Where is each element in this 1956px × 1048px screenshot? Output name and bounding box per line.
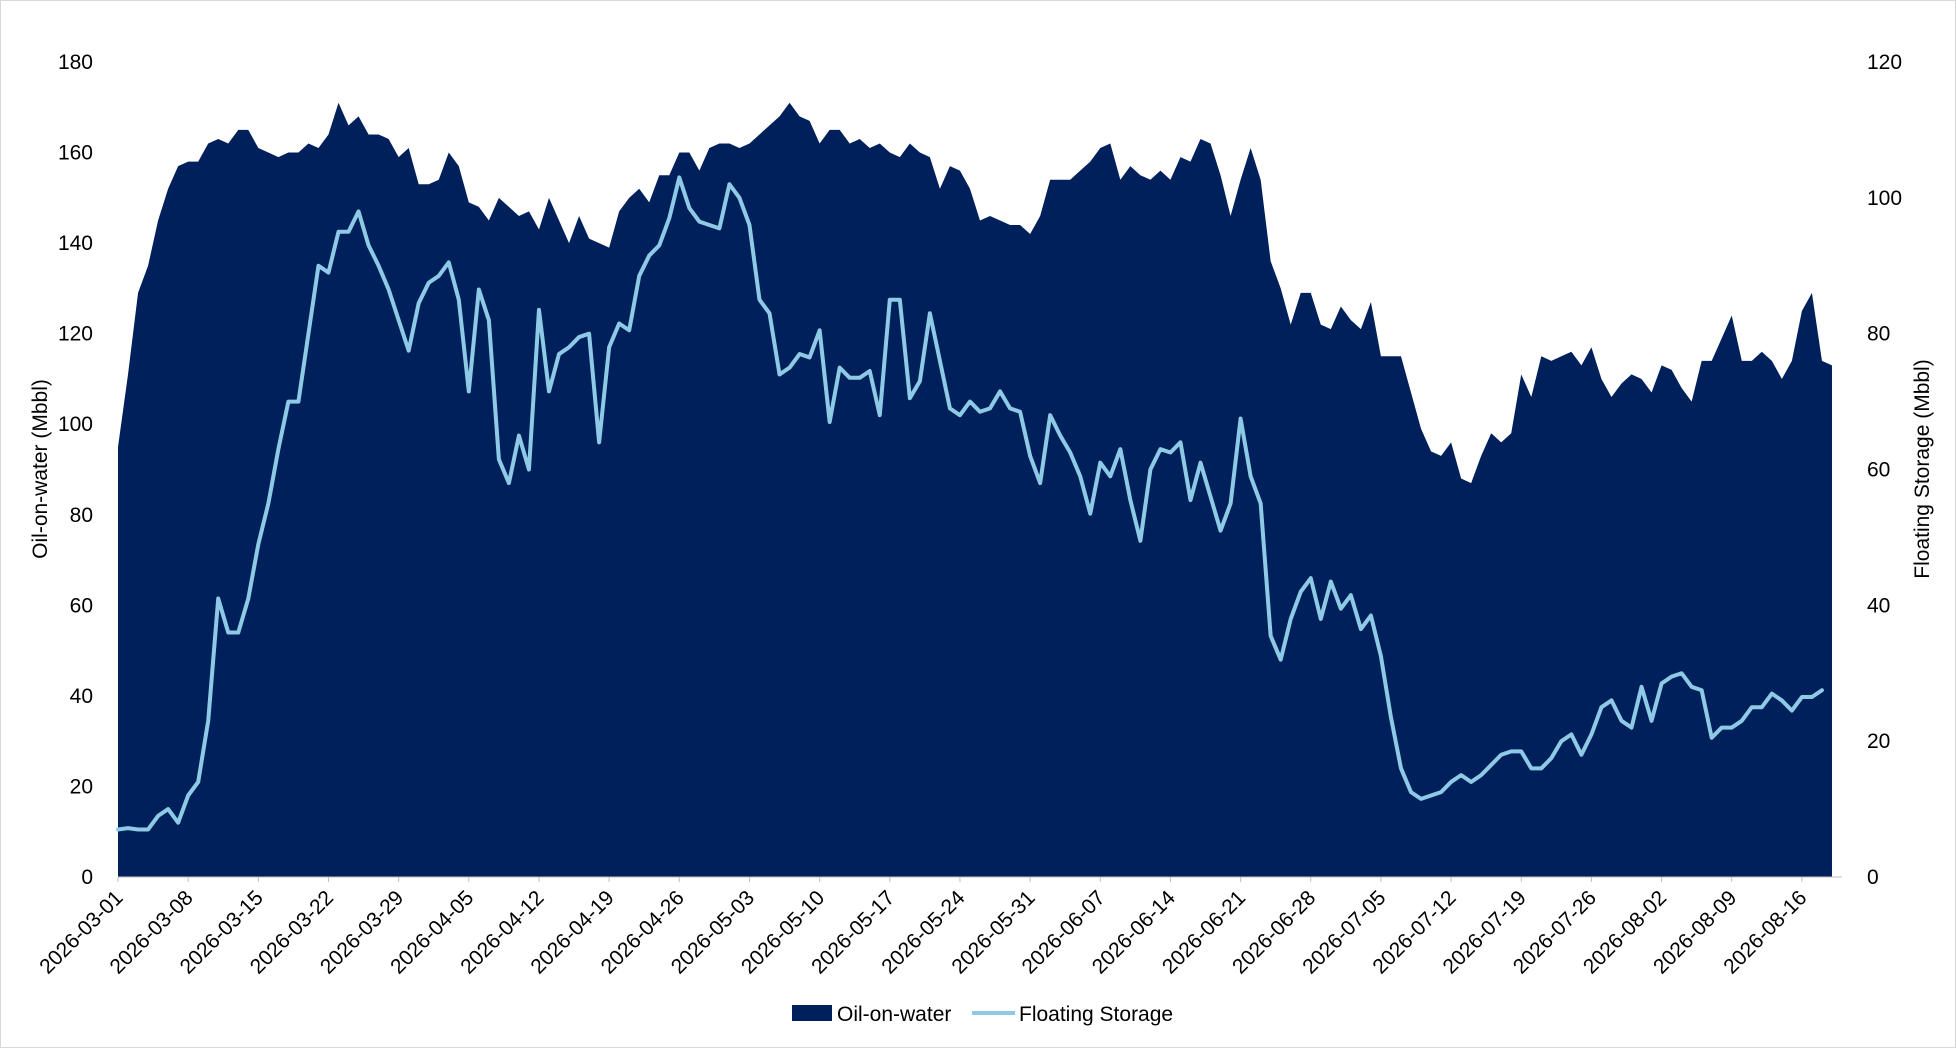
series-line-floating-storage xyxy=(116,175,1824,832)
y-axis-right-tick-label: 0 xyxy=(1867,866,1879,889)
y-axis-left-title: Oil-on-water (Mbbl) xyxy=(29,379,52,559)
y-axis-right-tick-label: 100 xyxy=(1867,187,1902,210)
y-axis-left-tick-label: 40 xyxy=(70,685,93,708)
y-axis-right-title: Floating Storage (Mbbl) xyxy=(1911,359,1934,578)
series-area-oil-on-water xyxy=(118,102,1832,877)
legend-label-floating-storage: Floating Storage xyxy=(1019,1003,1173,1026)
y-axis-right-tick-label: 120 xyxy=(1867,51,1902,74)
legend-label-oil-on-water: Oil-on-water xyxy=(837,1003,951,1026)
y-axis-left-tick-label: 140 xyxy=(58,232,93,255)
y-axis-left-tick-label: 160 xyxy=(58,142,93,165)
y-axis-right-tick-label: 80 xyxy=(1867,323,1890,346)
y-axis-right-tick-label: 60 xyxy=(1867,459,1890,482)
y-axis-left-tick-label: 80 xyxy=(70,504,93,527)
y-axis-left-tick-label: 120 xyxy=(58,323,93,346)
y-axis-left-tick-label: 180 xyxy=(58,51,93,74)
plot-area xyxy=(116,102,1832,877)
y-axis-right-tick-label: 40 xyxy=(1867,594,1890,617)
y-axis-right-tick-label: 20 xyxy=(1867,730,1890,753)
legend: Oil-on-water Floating Storage xyxy=(792,1003,1173,1026)
y-axis-left-tick-label: 60 xyxy=(70,594,93,617)
y-axis-left-tick-label: 0 xyxy=(81,866,93,889)
legend-swatch-oil-on-water xyxy=(792,1005,832,1021)
y-axis-left-tick-label: 100 xyxy=(58,413,93,436)
y-axis-left-tick-label: 20 xyxy=(70,775,93,798)
